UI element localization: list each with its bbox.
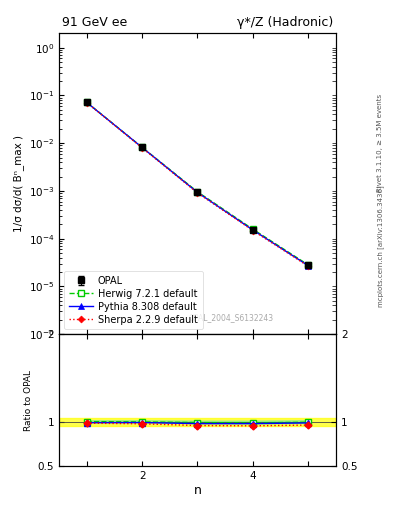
Herwig 7.2.1 default bbox=[140, 144, 145, 151]
Herwig 7.2.1 default bbox=[251, 226, 255, 232]
Y-axis label: 1/σ dσ/d( Bⁿ_max ): 1/σ dσ/d( Bⁿ_max ) bbox=[13, 135, 24, 232]
Pythia 8.308 default bbox=[251, 227, 255, 233]
Text: OPAL_2004_S6132243: OPAL_2004_S6132243 bbox=[188, 313, 273, 322]
Y-axis label: Ratio to OPAL: Ratio to OPAL bbox=[24, 370, 33, 431]
Pythia 8.308 default bbox=[306, 263, 310, 269]
Text: 91 GeV ee: 91 GeV ee bbox=[62, 16, 127, 29]
Text: γ*/Z (Hadronic): γ*/Z (Hadronic) bbox=[237, 16, 333, 29]
Sherpa 2.2.9 default bbox=[195, 190, 200, 196]
Herwig 7.2.1 default bbox=[84, 99, 89, 105]
Line: Sherpa 2.2.9 default: Sherpa 2.2.9 default bbox=[84, 100, 311, 269]
Legend: OPAL, Herwig 7.2.1 default, Pythia 8.308 default, Sherpa 2.2.9 default: OPAL, Herwig 7.2.1 default, Pythia 8.308… bbox=[64, 271, 202, 329]
Sherpa 2.2.9 default bbox=[84, 99, 89, 105]
Pythia 8.308 default bbox=[140, 144, 145, 151]
Text: Rivet 3.1.10, ≥ 3.5M events: Rivet 3.1.10, ≥ 3.5M events bbox=[377, 94, 384, 193]
X-axis label: n: n bbox=[193, 483, 202, 497]
Pythia 8.308 default bbox=[195, 189, 200, 196]
Herwig 7.2.1 default bbox=[195, 189, 200, 195]
Herwig 7.2.1 default bbox=[306, 262, 310, 268]
Pythia 8.308 default bbox=[84, 99, 89, 105]
Sherpa 2.2.9 default bbox=[251, 227, 255, 233]
Line: Herwig 7.2.1 default: Herwig 7.2.1 default bbox=[84, 99, 311, 268]
Sherpa 2.2.9 default bbox=[306, 263, 310, 269]
Line: Pythia 8.308 default: Pythia 8.308 default bbox=[84, 99, 311, 269]
Text: mcplots.cern.ch [arXiv:1306.3436]: mcplots.cern.ch [arXiv:1306.3436] bbox=[377, 185, 384, 307]
Sherpa 2.2.9 default bbox=[140, 145, 145, 151]
